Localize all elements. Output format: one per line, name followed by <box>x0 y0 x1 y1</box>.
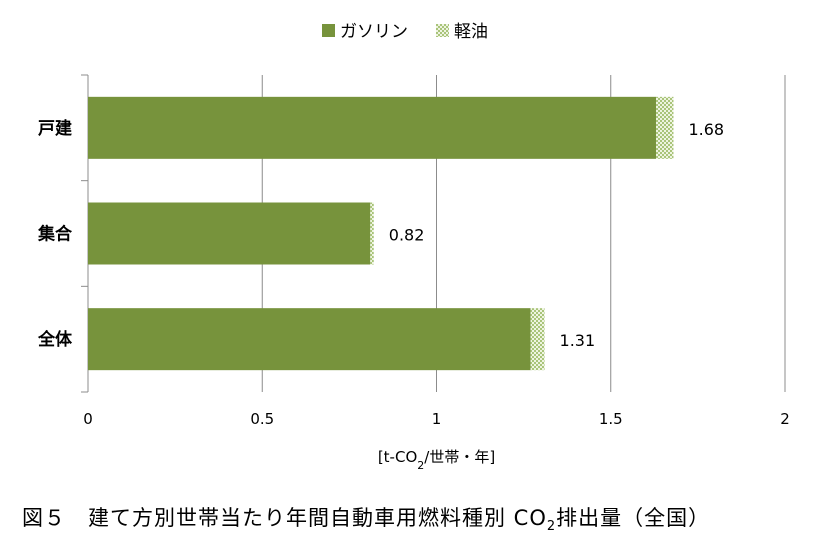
figure-caption: 図５ 建て方別世帯当たり年間自動車用燃料種別 CO2排出量（全国） <box>22 502 711 534</box>
caption-suffix: 排出量（全国） <box>556 506 711 530</box>
bar-segment <box>656 96 674 159</box>
legend-label: 軽油 <box>454 22 488 42</box>
legend-label: ガソリン <box>340 22 408 42</box>
x-tick-label: 0.5 <box>250 410 274 428</box>
category-label: 集合 <box>37 224 73 245</box>
data-label: 1.31 <box>560 331 596 350</box>
bar-chart: ガソリン 軽油 0 0.5 1 1.5 2 戸建 1.68 集合 0.82 全体 1.31 [t-CO2… <box>37 22 790 472</box>
caption-prefix: 図５ 建て方別世帯当たり年間自動車用燃料種別 CO <box>22 506 547 530</box>
data-label: 1.68 <box>688 120 724 139</box>
data-label: 0.82 <box>389 226 425 245</box>
x-tick-label: 2 <box>780 410 790 428</box>
bars <box>88 96 674 371</box>
axes <box>81 74 89 393</box>
x-tick-label: 1.5 <box>599 410 623 428</box>
category-label: 戸建 <box>38 118 72 139</box>
x-tick-label: 1 <box>432 410 442 428</box>
bar-segment <box>370 202 374 265</box>
bar-segment <box>530 308 545 371</box>
caption-subscript: 2 <box>546 519 557 534</box>
legend: ガソリン 軽油 <box>322 22 488 42</box>
bar-segment <box>88 308 531 371</box>
legend-swatch <box>322 24 335 37</box>
category-label: 全体 <box>37 329 73 350</box>
x-axis-title: [t-CO2/世帯・年] <box>378 448 495 472</box>
labels: 0 0.5 1 1.5 2 戸建 1.68 集合 0.82 全体 1.31 [t-CO2/世帯・年] <box>37 118 790 472</box>
bar-segment <box>88 202 371 265</box>
x-tick-label: 0 <box>83 410 93 428</box>
legend-swatch <box>436 24 449 37</box>
bar-segment <box>88 96 657 159</box>
